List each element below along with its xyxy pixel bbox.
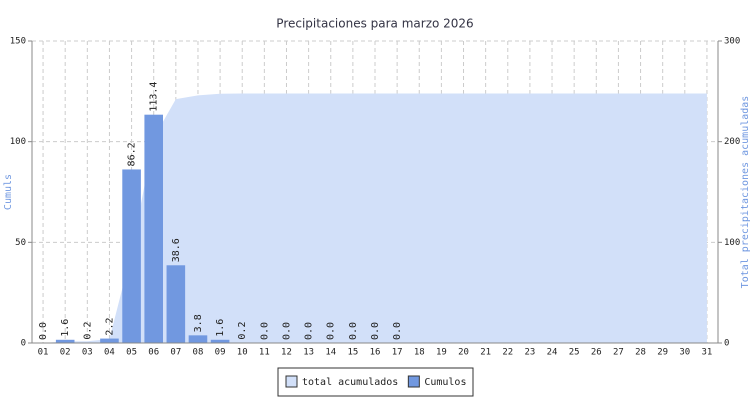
- legend: total acumulados Cumulos: [277, 367, 474, 397]
- value-label: 0.2: [237, 322, 248, 340]
- legend-label: total acumulados: [302, 377, 398, 388]
- y2-tick-label: 100: [724, 238, 740, 248]
- area: [43, 93, 707, 343]
- value-label: 0.0: [392, 322, 403, 340]
- x-tick-label: 30: [679, 348, 690, 358]
- x-tick-label: 12: [281, 348, 292, 358]
- x-tick-label: 27: [613, 348, 624, 358]
- value-label: 0.0: [348, 322, 359, 340]
- x-tick-label: 02: [60, 348, 71, 358]
- y-tick-label: 150: [10, 37, 26, 47]
- x-tick-label: 29: [657, 348, 668, 358]
- x-tick-label: 10: [237, 348, 248, 358]
- value-label: 3.8: [193, 314, 204, 332]
- bar: [55, 339, 75, 343]
- x-tick-label: 13: [303, 348, 314, 358]
- y-tick-label: 0: [21, 339, 26, 349]
- x-tick-label: 28: [635, 348, 646, 358]
- y2-axis-label: Total precipitaciones acumuladas: [740, 96, 750, 289]
- y-tick-label: 100: [10, 137, 26, 147]
- legend-label: Cumulos: [424, 377, 466, 388]
- bar: [166, 265, 186, 343]
- legend-swatch: [407, 375, 420, 388]
- x-tick-label: 03: [82, 348, 93, 358]
- y-axis-label: Cumuls: [3, 174, 14, 210]
- bar: [210, 339, 230, 343]
- legend-swatch: [285, 375, 298, 388]
- x-tick-label: 01: [38, 348, 49, 358]
- chart-title: Precipitaciones para marzo 2026: [276, 17, 473, 31]
- bar: [144, 114, 164, 343]
- x-tick-label: 20: [458, 348, 469, 358]
- value-label: 0.0: [38, 322, 49, 340]
- x-tick-label: 22: [502, 348, 513, 358]
- x-tick-label: 18: [414, 348, 425, 358]
- x-tick-label: 09: [215, 348, 226, 358]
- x-tick-label: 15: [347, 348, 358, 358]
- x-tick-label: 04: [104, 348, 115, 358]
- y2-tick-label: 300: [724, 37, 740, 47]
- y2-tick-label: 200: [724, 137, 740, 147]
- value-label: 0.0: [370, 322, 381, 340]
- value-label: 1.6: [215, 319, 226, 337]
- x-tick-label: 25: [569, 348, 580, 358]
- x-tick-label: 23: [524, 348, 535, 358]
- value-label: 0.0: [281, 322, 292, 340]
- x-tick-label: 07: [170, 348, 181, 358]
- value-label: 86.2: [127, 142, 138, 166]
- x-tick-label: 16: [370, 348, 381, 358]
- x-tick-label: 24: [547, 348, 558, 358]
- bar: [100, 338, 119, 343]
- y-tick-label: 50: [15, 238, 26, 248]
- x-tick-label: 26: [591, 348, 602, 358]
- value-label: 113.4: [149, 82, 160, 112]
- bar: [122, 169, 141, 343]
- value-label: 0.0: [304, 322, 315, 340]
- x-tick-label: 06: [148, 348, 159, 358]
- x-tick-label: 19: [436, 348, 447, 358]
- value-label: 38.6: [171, 238, 182, 262]
- x-tick-label: 21: [480, 348, 491, 358]
- value-label: 2.2: [104, 318, 115, 336]
- value-label: 0.2: [82, 322, 93, 340]
- x-tick-label: 05: [126, 348, 137, 358]
- x-tick-label: 14: [325, 348, 336, 358]
- value-label: 1.6: [60, 319, 71, 337]
- y2-tick-label: 0: [724, 339, 729, 349]
- x-tick-label: 31: [702, 348, 713, 358]
- x-tick-label: 17: [392, 348, 403, 358]
- x-tick-label: 08: [193, 348, 204, 358]
- legend-box: [277, 367, 474, 397]
- bar: [188, 335, 208, 343]
- value-label: 0.0: [259, 322, 270, 340]
- x-tick-label: 11: [259, 348, 270, 358]
- value-label: 0.0: [326, 322, 337, 340]
